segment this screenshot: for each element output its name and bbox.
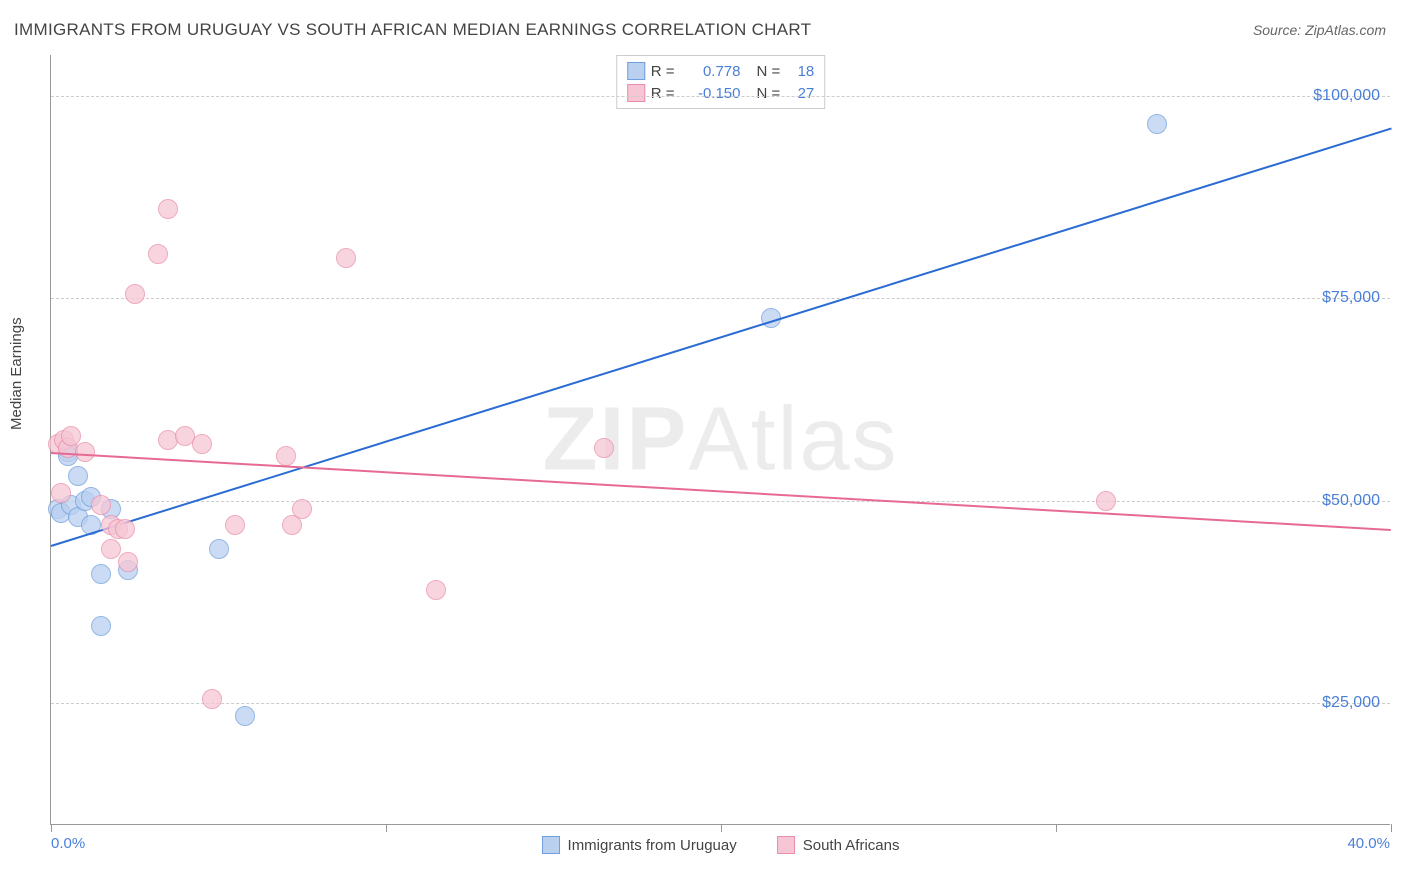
data-point	[91, 564, 111, 584]
y-tick-label: $100,000	[1313, 87, 1380, 105]
x-tick	[386, 824, 387, 832]
data-point	[158, 199, 178, 219]
legend-series: Immigrants from Uruguay South Africans	[542, 836, 900, 854]
watermark: ZIPAtlas	[542, 388, 898, 491]
y-axis-label: Median Earnings	[8, 317, 25, 430]
data-point	[115, 519, 135, 539]
y-tick-label: $75,000	[1322, 289, 1380, 307]
data-point	[225, 515, 245, 535]
x-tick	[51, 824, 52, 832]
data-point	[148, 244, 168, 264]
legend-N-value: 18	[786, 63, 814, 80]
legend-R-label: R =	[651, 63, 675, 80]
legend-correlation-row: R = 0.778 N = 18	[627, 60, 815, 82]
legend-swatch	[627, 84, 645, 102]
source-label: Source: ZipAtlas.com	[1253, 22, 1386, 38]
y-tick-label: $50,000	[1322, 492, 1380, 510]
data-point	[91, 616, 111, 636]
gridline	[51, 298, 1390, 299]
data-point	[75, 442, 95, 462]
data-point	[91, 495, 111, 515]
data-point	[192, 434, 212, 454]
data-point	[118, 552, 138, 572]
legend-swatch	[627, 62, 645, 80]
gridline	[51, 703, 1390, 704]
data-point	[276, 446, 296, 466]
data-point	[1147, 114, 1167, 134]
y-tick-label: $25,000	[1322, 694, 1380, 712]
watermark-light: Atlas	[688, 389, 898, 489]
legend-series-item: Immigrants from Uruguay	[542, 836, 737, 854]
data-point	[202, 689, 222, 709]
gridline	[51, 501, 1390, 502]
data-point	[594, 438, 614, 458]
data-point	[292, 499, 312, 519]
chart-title: IMMIGRANTS FROM URUGUAY VS SOUTH AFRICAN…	[14, 20, 811, 40]
legend-R-label: R =	[651, 85, 675, 102]
legend-series-label: Immigrants from Uruguay	[568, 837, 737, 854]
legend-series-label: South Africans	[803, 837, 900, 854]
data-point	[235, 706, 255, 726]
legend-swatch	[777, 836, 795, 854]
legend-correlation: R = 0.778 N = 18 R = -0.150 N = 27	[616, 55, 826, 109]
data-point	[125, 284, 145, 304]
data-point	[336, 248, 356, 268]
plot-area: ZIPAtlas R = 0.778 N = 18 R = -0.150 N =…	[50, 55, 1390, 825]
legend-series-item: South Africans	[777, 836, 900, 854]
watermark-bold: ZIP	[542, 389, 688, 489]
x-axis-min: 0.0%	[51, 835, 85, 852]
legend-R-value: 0.778	[681, 63, 741, 80]
data-point	[1096, 491, 1116, 511]
legend-R-value: -0.150	[681, 85, 741, 102]
data-point	[68, 466, 88, 486]
x-tick	[1391, 824, 1392, 832]
legend-swatch	[542, 836, 560, 854]
data-point	[426, 580, 446, 600]
legend-N-value: 27	[786, 85, 814, 102]
gridline	[51, 96, 1390, 97]
x-tick	[721, 824, 722, 832]
legend-N-label: N =	[757, 63, 781, 80]
trend-line	[51, 128, 1392, 547]
x-axis-max: 40.0%	[1347, 835, 1390, 852]
legend-correlation-row: R = -0.150 N = 27	[627, 82, 815, 104]
data-point	[209, 539, 229, 559]
x-tick	[1056, 824, 1057, 832]
legend-N-label: N =	[757, 85, 781, 102]
trend-line	[51, 452, 1391, 531]
data-point	[51, 483, 71, 503]
